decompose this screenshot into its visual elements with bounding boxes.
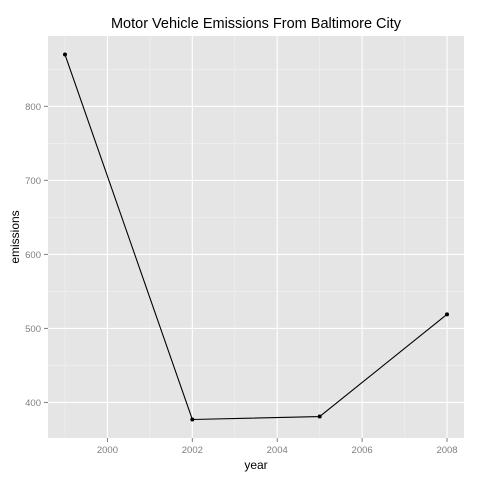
y-axis-title: emissions xyxy=(8,210,22,263)
y-tick-label: 700 xyxy=(25,176,41,187)
grid-minor xyxy=(48,36,464,438)
grid-major xyxy=(48,36,464,438)
y-tick-label: 600 xyxy=(25,250,41,261)
x-tick-label: 2006 xyxy=(352,445,373,456)
chart-title: Motor Vehicle Emissions From Baltimore C… xyxy=(111,16,402,32)
y-tick-label: 800 xyxy=(25,102,41,113)
x-tick-label: 2002 xyxy=(182,445,203,456)
series-layer xyxy=(62,52,450,422)
x-tick-label: 2008 xyxy=(436,445,457,456)
x-tick-label: 2004 xyxy=(267,445,288,456)
data-point xyxy=(445,312,450,317)
plot-panel xyxy=(48,36,464,438)
data-point xyxy=(62,52,67,57)
data-point xyxy=(317,414,322,419)
x-tick-label: 2000 xyxy=(97,445,118,456)
y-tick-label: 500 xyxy=(25,324,41,335)
x-axis-title: year xyxy=(244,458,267,472)
y-tick-label: 400 xyxy=(25,398,41,409)
x-axis-ticks: 2000 2002 2004 2006 2008 xyxy=(97,438,458,456)
y-axis-ticks: 400 500 600 700 800 xyxy=(25,102,48,409)
data-point xyxy=(190,417,195,422)
series-line xyxy=(64,54,448,421)
